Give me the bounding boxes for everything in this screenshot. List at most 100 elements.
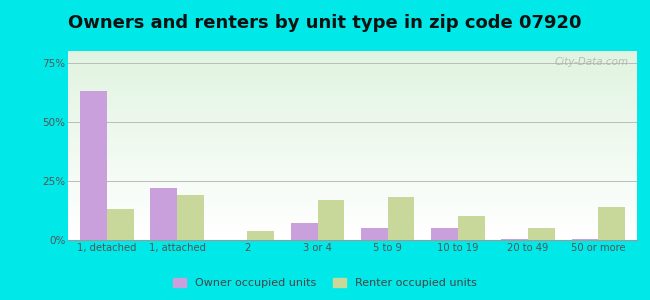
Bar (68, 105, 637, 106)
Bar (68, 171, 637, 172)
Bar (68, 220, 637, 221)
Bar (177, 195, 203, 240)
Bar (68, 144, 637, 145)
Bar (68, 132, 637, 133)
Bar (68, 163, 637, 164)
Bar (68, 187, 637, 188)
Bar (68, 95, 637, 96)
Bar (68, 196, 637, 197)
Bar (68, 120, 637, 121)
Bar (68, 170, 637, 171)
Bar (68, 63, 637, 64)
Text: City-Data.com: City-Data.com (554, 57, 629, 67)
Bar (361, 228, 388, 240)
Bar (68, 141, 637, 142)
Bar (68, 208, 637, 209)
Bar (68, 125, 637, 126)
Bar (68, 103, 637, 104)
Bar (68, 106, 637, 107)
Bar (68, 225, 637, 226)
Bar (68, 66, 637, 67)
Bar (68, 199, 637, 200)
Bar (68, 137, 637, 138)
Bar (68, 192, 637, 193)
Bar (68, 166, 637, 167)
Bar (68, 64, 637, 65)
Bar (68, 133, 637, 134)
Bar (68, 112, 637, 113)
Bar (68, 93, 637, 94)
Bar (68, 207, 637, 208)
Bar (68, 91, 637, 92)
Bar (68, 226, 637, 227)
Bar (68, 100, 637, 101)
Bar (68, 234, 637, 235)
Bar (68, 117, 637, 118)
Bar (247, 230, 274, 240)
Bar (68, 239, 637, 240)
Bar (68, 215, 637, 216)
Bar (68, 228, 637, 229)
Bar (68, 174, 637, 175)
Bar (431, 228, 458, 240)
Bar (68, 164, 637, 165)
Bar (68, 60, 637, 61)
Bar (68, 122, 637, 123)
Bar (68, 205, 637, 206)
Bar (68, 80, 637, 81)
Bar (68, 204, 637, 205)
Bar (68, 73, 637, 74)
Bar (68, 108, 637, 109)
Bar (68, 62, 637, 63)
Bar (68, 212, 637, 213)
Bar (68, 169, 637, 170)
Bar (68, 83, 637, 84)
Bar (68, 131, 637, 132)
Bar (68, 87, 637, 88)
Bar (68, 143, 637, 144)
Bar (68, 129, 637, 130)
Bar (68, 52, 637, 53)
Bar (68, 238, 637, 239)
Bar (68, 184, 637, 185)
Bar (68, 138, 637, 139)
Bar (68, 104, 637, 105)
Bar (68, 135, 637, 136)
Bar (68, 97, 637, 98)
Bar (68, 51, 637, 52)
Bar (68, 237, 637, 238)
Bar (68, 198, 637, 199)
Bar (68, 102, 637, 103)
Bar (68, 222, 637, 223)
Bar (68, 193, 637, 194)
Bar (68, 134, 637, 135)
Bar (68, 90, 637, 91)
Bar (68, 200, 637, 201)
Bar (68, 229, 637, 230)
Bar (68, 173, 637, 174)
Bar (68, 168, 637, 169)
Bar (68, 115, 637, 116)
Bar (68, 177, 637, 178)
Text: Owners and renters by unit type in zip code 07920: Owners and renters by unit type in zip c… (68, 14, 582, 32)
Bar (68, 185, 637, 186)
Bar (68, 61, 637, 62)
Bar (68, 119, 637, 120)
Bar (68, 75, 637, 76)
Bar (68, 67, 637, 68)
Bar (68, 84, 637, 85)
Bar (68, 206, 637, 207)
Bar (68, 53, 637, 54)
Bar (68, 191, 637, 192)
Bar (68, 58, 637, 59)
Bar (68, 155, 637, 156)
Bar (68, 81, 637, 82)
Bar (68, 218, 637, 219)
Bar (68, 110, 637, 111)
Bar (68, 231, 637, 232)
Bar (68, 71, 637, 72)
Bar (68, 172, 637, 173)
Bar (68, 183, 637, 184)
Bar (68, 233, 637, 234)
Bar (68, 160, 637, 161)
